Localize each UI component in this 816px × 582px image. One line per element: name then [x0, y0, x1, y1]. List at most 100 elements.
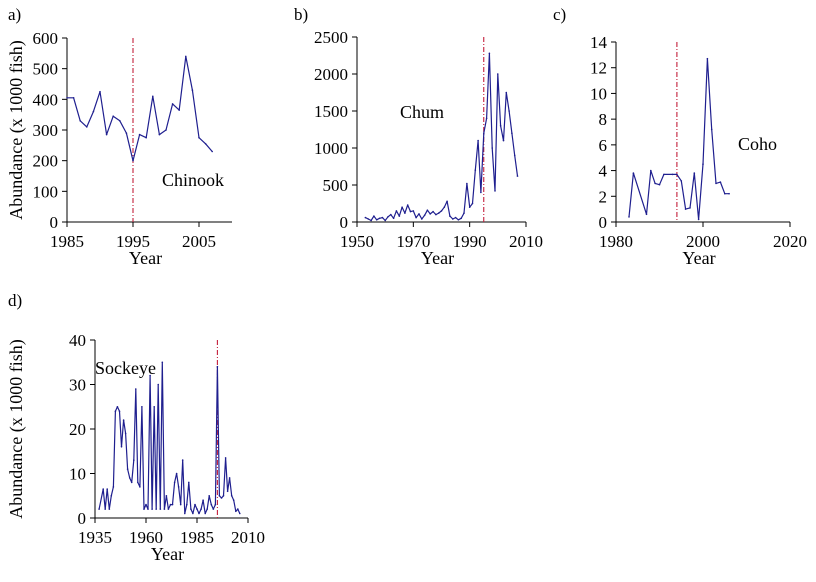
data-point	[228, 477, 231, 479]
y-tick-label: 30	[69, 376, 86, 395]
data-point	[483, 132, 485, 134]
x-tick-label: 1990	[453, 232, 487, 251]
data-point	[92, 110, 95, 113]
data-point	[158, 133, 161, 136]
data-point	[466, 182, 468, 185]
data-point	[494, 190, 496, 192]
data-point	[186, 503, 188, 506]
data-point	[179, 503, 182, 506]
data-point	[650, 169, 652, 172]
data-point	[149, 374, 151, 377]
data-point	[102, 488, 104, 490]
x-tick-label: 2010	[509, 232, 543, 251]
x-tick-label: 1960	[129, 528, 163, 547]
data-point	[370, 219, 372, 222]
data-point	[105, 133, 108, 136]
y-tick-label: 10	[69, 465, 86, 484]
data-point	[211, 150, 213, 153]
data-point	[406, 204, 409, 206]
data-point	[706, 57, 709, 60]
data-point	[112, 115, 114, 117]
data-point	[202, 499, 204, 502]
data-point	[212, 508, 215, 510]
data-point	[132, 159, 134, 162]
data-point	[181, 459, 184, 461]
data-point	[423, 214, 426, 217]
data-point	[446, 200, 448, 203]
y-axis-label: Abundance (x 1000 fish)	[6, 40, 27, 219]
data-point	[432, 210, 434, 213]
data-point	[454, 216, 457, 219]
y-axis-label: Abundance (x 1000 fish)	[6, 339, 27, 518]
x-tick-label: 1985	[180, 528, 214, 547]
y-tick-label: 10	[590, 84, 607, 103]
data-point	[502, 139, 505, 142]
data-point	[163, 508, 166, 510]
y-tick-label: 300	[33, 121, 59, 140]
data-point	[412, 210, 415, 212]
panel-label: a)	[8, 5, 21, 24]
data-point	[702, 163, 704, 165]
data-point	[485, 117, 488, 120]
data-point	[104, 508, 106, 510]
data-point	[239, 512, 241, 515]
data-point	[165, 495, 168, 497]
data-point	[124, 432, 127, 435]
x-axis-label: Year	[129, 248, 162, 268]
data-point	[206, 508, 208, 510]
y-tick-label: 400	[33, 90, 59, 109]
data-point	[165, 129, 167, 131]
data-point	[192, 512, 194, 515]
data-point	[715, 182, 717, 185]
data-point	[135, 388, 137, 390]
data-point	[468, 206, 471, 208]
data-point	[471, 202, 474, 205]
data-point	[137, 481, 139, 484]
data-point	[375, 219, 378, 221]
data-point	[235, 510, 237, 513]
data-point	[190, 508, 192, 510]
data-point	[185, 55, 187, 58]
data-point	[497, 73, 499, 75]
y-tick-label: 20	[69, 420, 86, 439]
data-point	[118, 410, 121, 413]
data-point	[191, 89, 194, 91]
data-point	[128, 477, 131, 479]
data-point	[169, 503, 172, 506]
data-point	[204, 512, 206, 515]
data-point	[378, 217, 381, 220]
data-point	[122, 419, 125, 421]
series-line-sockeye	[98, 361, 241, 515]
data-point	[226, 490, 229, 493]
species-label: Chum	[400, 102, 444, 122]
data-point	[138, 133, 141, 136]
species-label: Chinook	[162, 170, 224, 190]
y-tick-label: 12	[590, 59, 607, 78]
y-tick-label: 4	[599, 162, 608, 181]
data-point	[516, 175, 519, 177]
data-point	[143, 508, 145, 510]
data-point	[114, 410, 117, 413]
data-point	[710, 128, 713, 131]
data-point	[145, 503, 147, 506]
species-label: Coho	[738, 134, 777, 154]
data-point	[200, 508, 202, 510]
data-point	[153, 406, 155, 408]
data-point	[175, 472, 178, 475]
data-point	[125, 132, 128, 134]
data-point	[654, 182, 656, 185]
data-point	[173, 481, 176, 484]
data-point	[395, 210, 398, 212]
data-point	[106, 488, 108, 490]
data-point	[237, 508, 239, 510]
data-point	[505, 91, 508, 94]
x-tick-label: 2000	[686, 232, 720, 251]
data-point	[452, 218, 454, 220]
data-point	[373, 215, 375, 217]
data-point	[204, 143, 207, 145]
y-tick-label: 0	[50, 213, 59, 232]
series-line-chum	[365, 52, 519, 222]
data-point	[663, 173, 665, 176]
data-point	[401, 206, 403, 208]
data-point	[367, 218, 370, 220]
